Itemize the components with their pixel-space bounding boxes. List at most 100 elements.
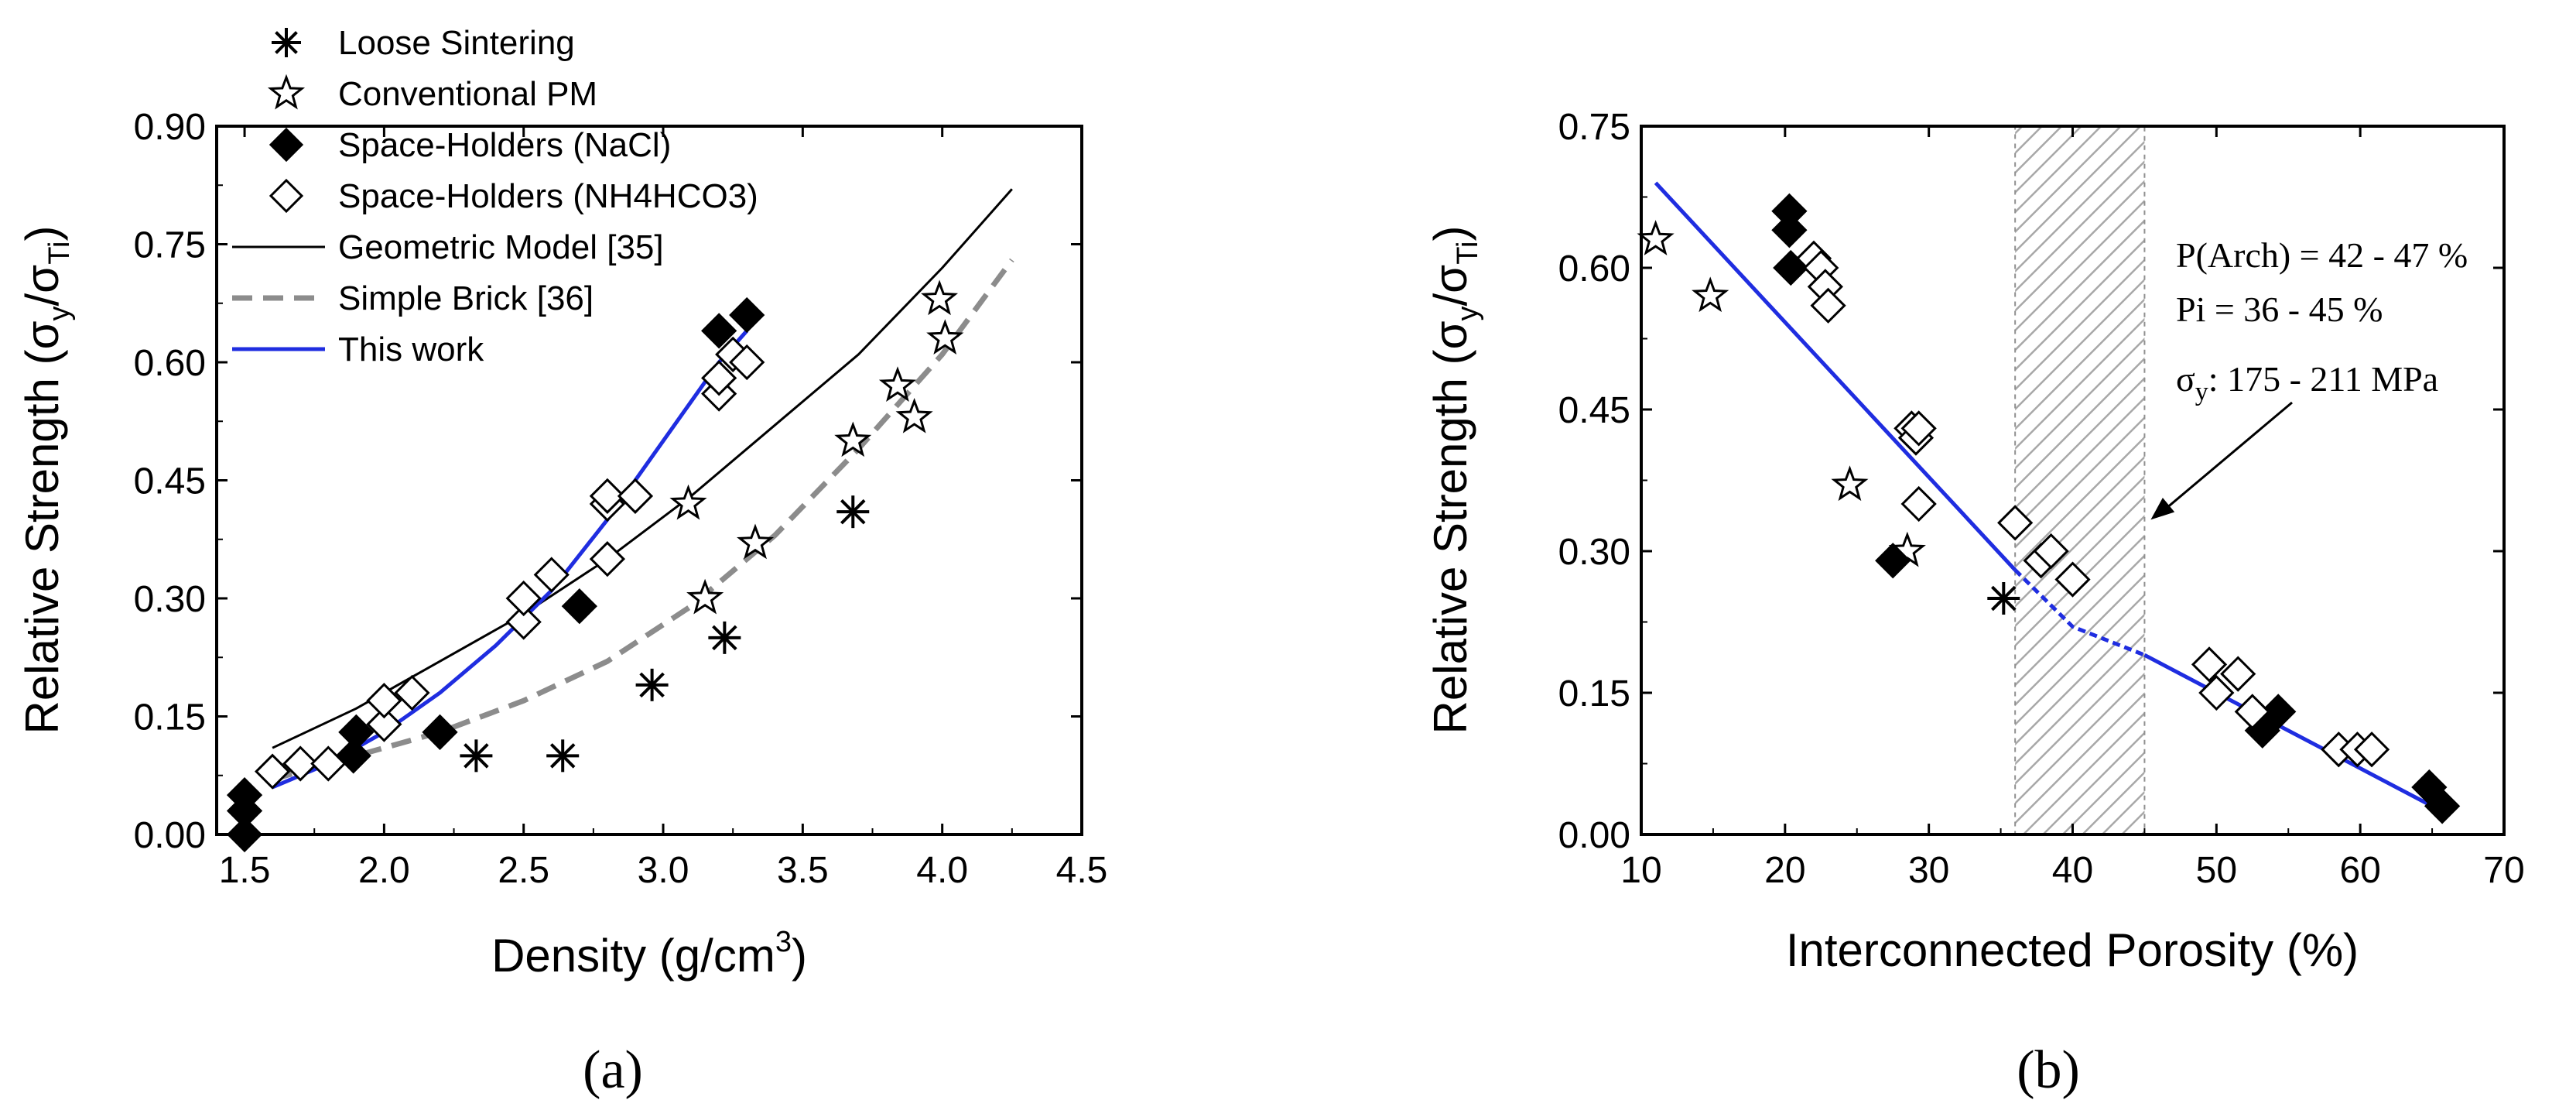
annotation-line-arch: P(Arch) = 42 - 47 % <box>2176 235 2468 275</box>
data-point-diamond-filled <box>561 588 597 625</box>
x-tick-label: 2.0 <box>358 850 410 891</box>
chart-a-points <box>226 279 964 853</box>
data-point-star <box>921 279 959 316</box>
data-point-diamond-open <box>589 478 626 514</box>
chart-b-plot-frame <box>1640 125 2506 836</box>
data-point-diamond-open <box>1810 287 1846 324</box>
legend-label-geometric-model: Geometric Model [35] <box>338 228 664 266</box>
data-point-diamond-open <box>2353 732 2390 768</box>
chart-b-annotation: P(Arch) = 42 - 47 % Pi = 36 - 45 % σy: 1… <box>2150 235 2468 520</box>
y-tick-label: 0.00 <box>134 815 206 856</box>
legend-label-nh4hco3: Space-Holders (NH4HCO3) <box>338 177 758 215</box>
x-tick-label: 30 <box>1908 850 1949 891</box>
data-point-diamond-open <box>2033 533 2069 570</box>
data-point-diamond-open <box>394 674 430 711</box>
data-point-diamond-filled <box>422 714 458 750</box>
y-tick-label: 0.75 <box>1558 107 1630 148</box>
data-point-diamond-open <box>366 706 402 742</box>
data-point-diamond-filled <box>1771 212 1808 248</box>
y-tick-label: 0.30 <box>134 579 206 620</box>
data-point-diamond-open <box>1900 410 1937 447</box>
annotation-line-pi: Pi = 36 - 45 % <box>2176 290 2383 329</box>
data-point-asterisk <box>1987 582 2020 615</box>
chart-a-y-axis-label: Relative Strength (σy/σTi) <box>16 226 76 735</box>
panel-label-a: (a) <box>583 1040 643 1100</box>
data-point-asterisk <box>836 495 870 529</box>
annotation-line-sigma: σy: 175 - 211 MPa <box>2176 359 2438 406</box>
chart-b-x-axis-label: Interconnected Porosity (%) <box>1786 924 2359 976</box>
legend-marker-diamond-open <box>269 178 304 214</box>
y-tick-label: 0.00 <box>1558 815 1630 856</box>
series-line-4 <box>1654 181 2017 572</box>
data-point-diamond-open <box>505 604 542 640</box>
chart-a-x-axis-label: Density (g/cm3) <box>491 926 807 982</box>
x-tick-label: 1.5 <box>219 850 271 891</box>
data-point-star <box>878 366 916 402</box>
data-point-diamond-open <box>310 745 347 782</box>
x-tick-label: 50 <box>2196 850 2237 891</box>
legend-label-conventional-pm: Conventional PM <box>338 75 597 113</box>
y-tick-label: 0.30 <box>1558 532 1630 573</box>
x-tick-label: 20 <box>1764 850 1805 891</box>
data-point-diamond-filled <box>2424 788 2461 824</box>
data-point-star <box>926 319 964 355</box>
data-point-diamond-open <box>729 344 765 381</box>
data-point-diamond-filled <box>338 714 375 750</box>
data-point-diamond-open <box>1900 485 1937 523</box>
legend-label-simple-brick: Simple Brick [36] <box>338 279 594 317</box>
data-point-star <box>1637 220 1675 255</box>
chart-b-tick-labels: 10 20 30 40 50 60 70 0.00 0.15 0.30 0.45 0.60 0.75 <box>1558 107 2525 891</box>
data-point-diamond-open <box>533 557 570 593</box>
series-line-5 <box>2013 568 2146 657</box>
chart-b-shaded-band <box>2014 125 2146 835</box>
y-tick-label: 0.45 <box>1558 390 1630 431</box>
data-point-asterisk <box>708 621 741 654</box>
data-point-diamond-open <box>701 360 737 396</box>
data-point-diamond-filled <box>729 296 765 334</box>
legend-label-nacl: Space-Holders (NaCl) <box>338 126 671 164</box>
series-line-6 <box>2143 653 2434 808</box>
x-tick-label: 4.5 <box>1056 850 1108 891</box>
x-tick-label: 2.5 <box>498 850 549 891</box>
data-point-diamond-open <box>2234 694 2270 730</box>
data-point-diamond-filled <box>701 313 737 349</box>
y-tick-label: 0.15 <box>1558 673 1630 714</box>
x-tick-label: 70 <box>2483 850 2524 891</box>
series-line-6 <box>272 329 749 790</box>
series-line-4 <box>272 188 1013 749</box>
data-point-diamond-filled <box>226 777 263 814</box>
x-tick-label: 60 <box>2339 850 2380 891</box>
data-point-asterisk <box>635 668 669 701</box>
y-tick-label: 0.60 <box>1558 248 1630 290</box>
x-tick-label: 40 <box>2052 850 2093 891</box>
data-point-diamond-open <box>282 745 319 782</box>
chart-a-legend: Loose Sintering Conventional PM Space-Ho… <box>232 24 758 368</box>
y-tick-label: 0.15 <box>134 697 206 738</box>
data-point-diamond-open <box>617 478 654 514</box>
data-point-asterisk <box>460 739 493 773</box>
chart-b-curves <box>1654 181 2434 808</box>
y-tick-label: 0.45 <box>134 461 206 502</box>
chart-a-plot-frame <box>215 125 1083 836</box>
data-point-star <box>737 523 775 560</box>
data-point-asterisk <box>546 739 580 773</box>
annotation-arrow <box>2159 401 2293 515</box>
data-point-diamond-open <box>2191 646 2228 683</box>
chart-a: 1.5 2.0 2.5 3.0 3.5 4.0 4.5 0.00 0.15 0.30 0.45 0.6… <box>16 24 1107 1100</box>
data-point-star <box>686 578 724 615</box>
legend-marker-diamond-filled <box>269 127 304 163</box>
chart-b: 10 20 30 40 50 60 70 0.00 0.15 0.30 0.45 0.60 0.75 P… <box>1425 107 2525 1100</box>
y-tick-label: 0.90 <box>134 107 206 148</box>
data-point-star <box>1692 276 1729 313</box>
data-point-diamond-open <box>589 541 626 577</box>
data-point-diamond-open <box>2054 561 2091 598</box>
x-tick-label: 4.0 <box>916 850 968 891</box>
data-point-diamond-open <box>2198 674 2235 711</box>
x-tick-label: 3.5 <box>777 850 829 891</box>
y-tick-label: 0.75 <box>134 225 206 266</box>
series-line-5 <box>272 258 1014 783</box>
data-point-diamond-open <box>366 683 402 719</box>
chart-b-y-axis-label: Relative Strength (σy/σTi) <box>1425 226 1484 735</box>
data-point-diamond-open <box>2220 656 2256 692</box>
annotation-arrowhead <box>2150 498 2175 520</box>
